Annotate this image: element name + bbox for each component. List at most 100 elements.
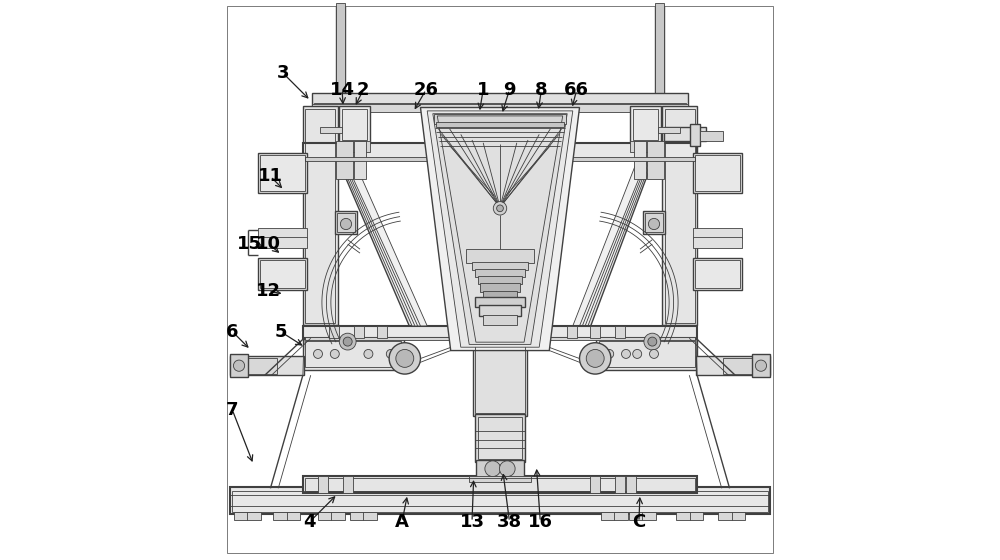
Bar [478, 276, 522, 284]
Bar [303, 339, 404, 370]
Bar [478, 417, 522, 459]
Polygon shape [427, 111, 573, 347]
Polygon shape [578, 159, 650, 326]
Bar [230, 487, 770, 514]
Bar [305, 109, 335, 323]
Circle shape [364, 349, 373, 358]
Bar [303, 476, 697, 493]
Bar [665, 109, 695, 323]
Text: 4: 4 [303, 513, 316, 531]
Bar [700, 131, 723, 141]
Bar [303, 143, 697, 159]
Text: 26: 26 [414, 81, 439, 99]
Polygon shape [344, 159, 427, 326]
Polygon shape [338, 159, 416, 326]
Text: 7: 7 [226, 401, 239, 419]
Bar [469, 476, 531, 482]
Bar [479, 305, 521, 316]
Circle shape [650, 349, 658, 358]
Text: 2: 2 [357, 81, 370, 99]
Bar [662, 106, 697, 325]
Bar [645, 213, 663, 232]
Bar [590, 476, 600, 493]
Bar [693, 237, 742, 248]
Bar [258, 228, 307, 238]
Circle shape [644, 333, 661, 350]
Bar [305, 157, 695, 161]
Circle shape [233, 360, 245, 371]
Bar [475, 414, 525, 462]
Polygon shape [576, 159, 648, 326]
Text: 9: 9 [503, 81, 516, 99]
Text: 14: 14 [330, 81, 355, 99]
Circle shape [648, 218, 660, 230]
Bar [590, 326, 600, 338]
Circle shape [633, 349, 642, 358]
Circle shape [580, 343, 611, 374]
Bar [305, 478, 695, 491]
Bar [601, 512, 628, 520]
Bar [338, 141, 370, 152]
Circle shape [622, 349, 630, 358]
Bar [312, 93, 688, 106]
Bar [633, 109, 658, 140]
Bar [232, 358, 277, 374]
Bar [664, 127, 706, 141]
Text: 12: 12 [256, 282, 281, 300]
Bar [305, 341, 401, 367]
Bar [335, 211, 357, 234]
Bar [320, 127, 342, 133]
Bar [436, 122, 564, 127]
Text: 38: 38 [497, 513, 522, 531]
Circle shape [485, 461, 501, 477]
Bar [634, 141, 646, 179]
Bar [343, 476, 353, 493]
Bar [466, 249, 534, 263]
Bar [336, 3, 345, 101]
Circle shape [499, 461, 515, 477]
Bar [273, 512, 300, 520]
Bar [615, 476, 625, 493]
Bar [354, 326, 364, 338]
Bar [630, 106, 661, 143]
Text: 13: 13 [460, 513, 484, 531]
Bar [567, 326, 577, 338]
Circle shape [586, 349, 604, 367]
Bar [690, 124, 700, 146]
Text: 3: 3 [276, 64, 289, 82]
Bar [318, 476, 328, 493]
Circle shape [755, 360, 767, 371]
Bar [475, 340, 525, 413]
Bar [695, 155, 740, 191]
Bar [480, 283, 520, 292]
Text: 16: 16 [528, 513, 553, 531]
Bar [258, 258, 307, 290]
Circle shape [330, 349, 339, 358]
Polygon shape [581, 159, 652, 326]
Bar [476, 460, 524, 477]
Circle shape [343, 337, 352, 346]
Circle shape [389, 343, 420, 374]
Bar [258, 153, 307, 193]
Bar [303, 326, 697, 338]
Text: 11: 11 [258, 167, 283, 185]
Bar [630, 141, 662, 152]
Circle shape [386, 349, 395, 358]
Text: A: A [395, 513, 409, 531]
Bar [723, 358, 768, 374]
Bar [696, 356, 770, 375]
Bar [596, 339, 697, 370]
Bar [472, 262, 528, 270]
Polygon shape [343, 159, 424, 326]
Bar [258, 237, 307, 248]
Bar [377, 326, 387, 338]
Circle shape [314, 349, 322, 358]
Text: 1: 1 [477, 81, 489, 99]
Text: 10: 10 [256, 235, 281, 253]
Bar [230, 354, 248, 377]
Bar [693, 228, 742, 238]
Bar [230, 356, 304, 375]
Bar [629, 512, 656, 520]
Polygon shape [573, 159, 647, 326]
Bar [339, 106, 370, 143]
